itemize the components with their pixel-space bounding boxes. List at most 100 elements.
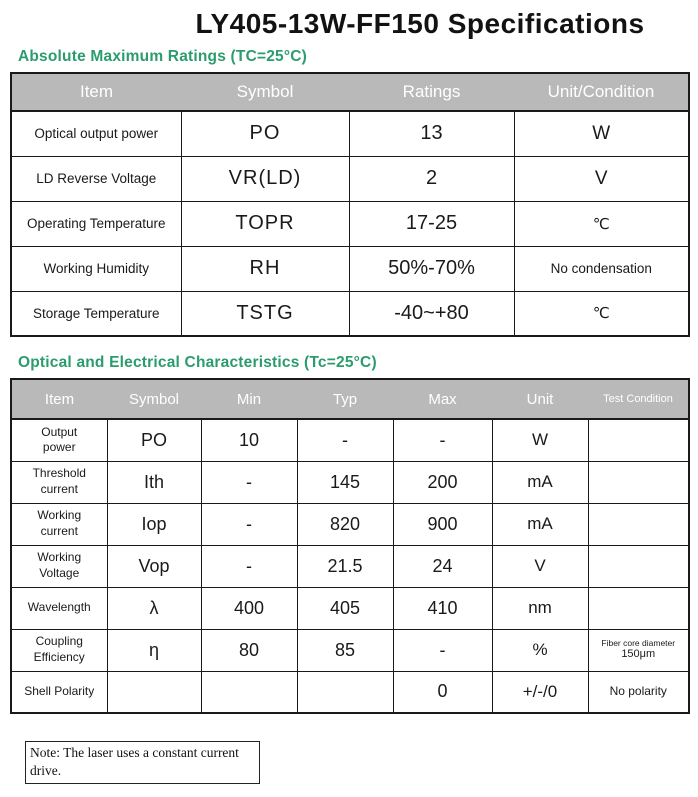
column-header-ratings: Ratings: [349, 72, 514, 112]
column-header-min: Min: [201, 378, 297, 420]
min-cell: -: [200, 502, 298, 546]
max-cell: 900: [392, 502, 493, 546]
item-cell: Working current: [10, 502, 108, 546]
min-cell: [200, 670, 298, 714]
test-condition-cell: [587, 586, 690, 630]
column-header-item: Item: [11, 72, 181, 112]
typ-cell: -: [296, 418, 394, 462]
table-row: Storage Temperature TSTG -40~+80 ℃: [10, 290, 690, 337]
symbol-cell: PO: [180, 110, 350, 157]
item-cell: Wavelength: [10, 586, 108, 630]
typ-cell: 21.5: [296, 544, 394, 588]
test-condition-cell: [587, 460, 690, 504]
typ-cell: 85: [296, 628, 394, 672]
page-title: LY405-13W-FF150 Specifications: [195, 8, 645, 39]
column-header-max: Max: [393, 378, 492, 420]
test-condition-cell: Fiber core diameter 150μm: [587, 628, 690, 672]
symbol-cell: VR(LD): [180, 155, 350, 202]
symbol-cell: RH: [180, 245, 350, 292]
item-cell: Threshold current: [10, 460, 108, 504]
max-cell: 0: [392, 670, 493, 714]
column-header-item: Item: [11, 378, 107, 420]
absolute-maximum-ratings-table: Item Symbol Ratings Unit/Condition Optic…: [10, 72, 690, 337]
unit-cell: V: [513, 155, 690, 202]
symbol-cell: Vop: [106, 544, 202, 588]
unit-cell: V: [491, 544, 589, 588]
header-row: Item Symbol Min Typ Max Unit Test Condit…: [11, 378, 689, 420]
table-row: Shell Polarity 0 +/-/0 No polarity: [10, 670, 690, 714]
symbol-cell: Ith: [106, 460, 202, 504]
test-condition-cell: No polarity: [587, 670, 690, 714]
item-cell: Shell Polarity: [10, 670, 108, 714]
column-header-symbol: Symbol: [181, 72, 349, 112]
item-cell: Optical output power: [10, 110, 182, 157]
item-cell: Operating Temperature: [10, 200, 182, 247]
header-row: Item Symbol Ratings Unit/Condition: [11, 72, 689, 112]
table-row: Working Humidity RH 50%-70% No condensat…: [10, 245, 690, 292]
min-cell: 400: [200, 586, 298, 630]
symbol-cell: λ: [106, 586, 202, 630]
item-cell: Coupling Efficiency: [10, 628, 108, 672]
unit-cell: %: [491, 628, 589, 672]
ratings-cell: 2: [348, 155, 515, 202]
section-heading-optical-electrical-characteristics: Optical and Electrical Characteristics (…: [18, 354, 377, 371]
min-cell: -: [200, 460, 298, 504]
symbol-cell: η: [106, 628, 202, 672]
column-header-unit: Unit: [492, 378, 588, 420]
note-box: Note: The laser uses a constant current …: [25, 741, 260, 785]
table-row: Wavelength λ 400 405 410 nm: [10, 586, 690, 630]
unit-cell: W: [491, 418, 589, 462]
item-cell: Output power: [10, 418, 108, 462]
typ-cell: 405: [296, 586, 394, 630]
column-header-typ: Typ: [297, 378, 393, 420]
max-cell: 200: [392, 460, 493, 504]
item-cell: LD Reverse Voltage: [10, 155, 182, 202]
item-cell: Working Voltage: [10, 544, 108, 588]
typ-cell: 145: [296, 460, 394, 504]
min-cell: -: [200, 544, 298, 588]
column-header-test-condition: Test Condition: [588, 378, 689, 420]
ratings-cell: -40~+80: [348, 290, 515, 337]
table-row: Output power PO 10 - - W: [10, 418, 690, 462]
unit-cell: +/-/0: [491, 670, 589, 714]
test-condition-cell: [587, 502, 690, 546]
max-cell: 24: [392, 544, 493, 588]
column-header-unit-condition: Unit/Condition: [514, 72, 689, 112]
unit-cell: mA: [491, 460, 589, 504]
symbol-cell: TSTG: [180, 290, 350, 337]
item-cell: Storage Temperature: [10, 290, 182, 337]
symbol-cell: PO: [106, 418, 202, 462]
symbol-cell: Iop: [106, 502, 202, 546]
min-cell: 80: [200, 628, 298, 672]
column-header-symbol: Symbol: [107, 378, 201, 420]
max-cell: -: [392, 628, 493, 672]
table-row: Working current Iop - 820 900 mA: [10, 502, 690, 546]
unit-cell: No condensation: [513, 245, 690, 292]
table-row: Threshold current Ith - 145 200 mA: [10, 460, 690, 504]
max-cell: -: [392, 418, 493, 462]
ratings-cell: 50%-70%: [348, 245, 515, 292]
typ-cell: 820: [296, 502, 394, 546]
max-cell: 410: [392, 586, 493, 630]
unit-cell: mA: [491, 502, 589, 546]
test-condition-cell: [587, 544, 690, 588]
note-text: Note: The laser uses a constant current …: [30, 745, 239, 779]
optical-electrical-characteristics-table: Item Symbol Min Typ Max Unit Test Condit…: [10, 378, 690, 714]
fiber-core-diameter-label: Fiber core diameter: [601, 637, 676, 648]
unit-cell: W: [513, 110, 690, 157]
typ-cell: [296, 670, 394, 714]
test-condition-cell: [587, 418, 690, 462]
symbol-cell: TOPR: [180, 200, 350, 247]
table-row: Operating Temperature TOPR 17-25 ℃: [10, 200, 690, 247]
symbol-cell: [106, 670, 202, 714]
section-heading-absolute-maximum-ratings: Absolute Maximum Ratings (TC=25°C): [18, 48, 308, 65]
min-cell: 10: [200, 418, 298, 462]
unit-cell: nm: [491, 586, 589, 630]
ratings-cell: 17-25: [348, 200, 515, 247]
unit-cell: ℃: [513, 290, 690, 337]
fiber-core-diameter-value: 150μm: [621, 648, 656, 661]
table-row: LD Reverse Voltage VR(LD) 2 V: [10, 155, 690, 202]
unit-cell: ℃: [513, 200, 690, 247]
table-row: Optical output power PO 13 W: [10, 110, 690, 157]
